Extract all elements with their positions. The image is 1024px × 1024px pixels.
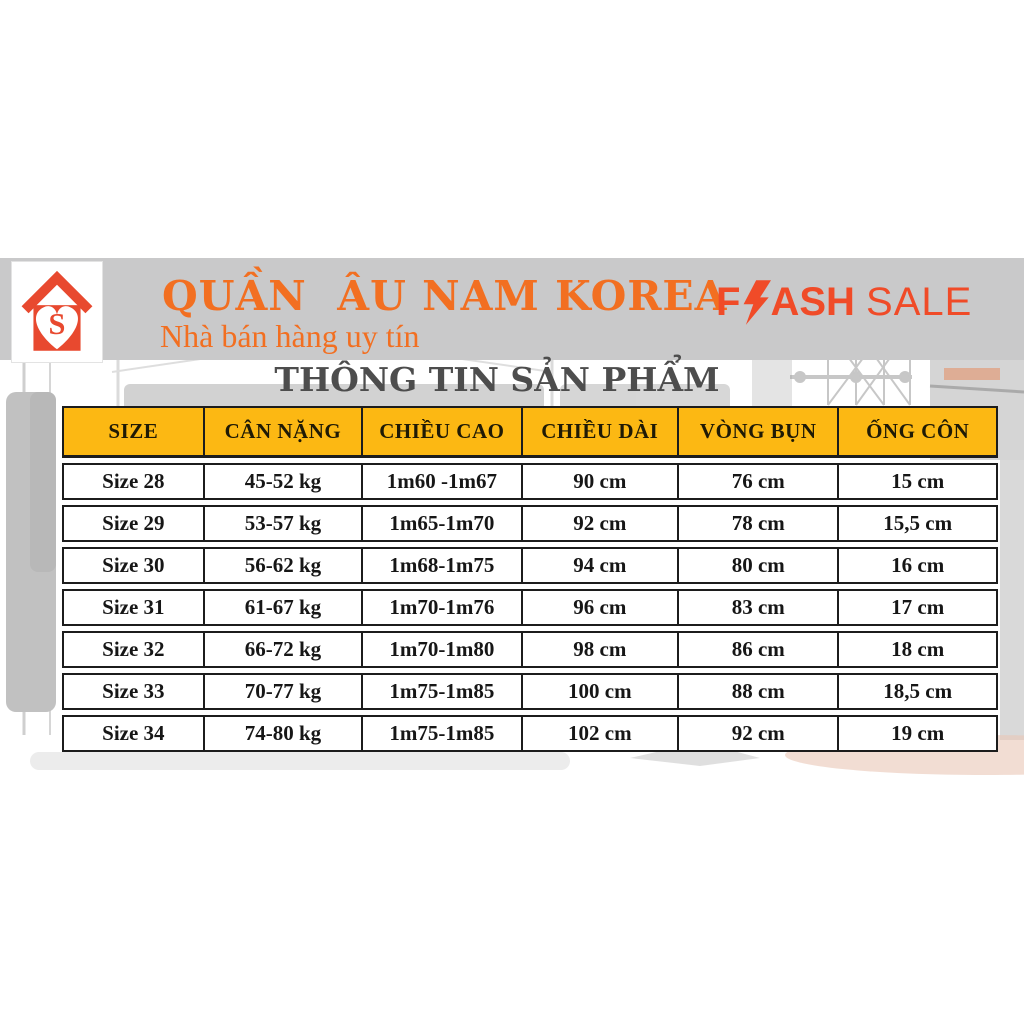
column-header: CÂN NẶNG [205,408,364,455]
left-clothes-rack [6,362,56,735]
table-cell: 61-67 kg [205,591,364,624]
table-row: Size 34 74-80 kg 1m75-1m85 102 cm 92 cm 19 cm [62,715,998,752]
table-cell: 74-80 kg [205,717,364,750]
table-cell: 80 cm [679,549,840,582]
table-cell: 17 cm [891,595,945,619]
column-header: CHIỀU DÀI [523,408,680,455]
flash-word-sale: SALE [866,280,973,324]
table-row: Size 33 70-77 kg 1m75-1m85 100 cm 88 cm 18,5 … [62,673,998,710]
table-cell: Size 32 [64,633,205,666]
shop-logo: S [12,262,102,362]
flash-letter-f: F [716,280,741,324]
section-title: THÔNG TIN SẢN PHẨM [274,360,720,399]
flash-letters-ash: ASH [770,280,855,324]
table-cell: 78 cm [679,507,840,540]
table-cell: 15,5 cm [883,511,953,535]
table-cell: 100 cm [523,675,680,708]
table-cell: 18 cm [891,637,945,661]
table-cell: 53-57 kg [205,507,364,540]
table-row: Size 29 53-57 kg 1m65-1m70 92 cm 78 cm 15,5 c… [62,505,998,542]
shop-tagline: Nhà bán hàng uy tín [160,318,420,354]
table-cell: 94 cm [523,549,680,582]
table-cell: 16 cm [891,553,945,577]
product-title: QUẦN ÂU NAM KOREA [162,272,728,320]
table-cell: 86 cm [679,633,840,666]
table-cell: 88 cm [679,675,840,708]
house-heart-icon: S [21,270,93,351]
column-header: SIZE [64,408,205,455]
table-cell: Size 29 [64,507,205,540]
table-cell: 92 cm [679,717,840,750]
table-cell: 76 cm [679,465,840,498]
header-band [0,258,1024,360]
table-cell: 102 cm [523,717,680,750]
table-cell: Size 34 [64,717,205,750]
table-row: Size 31 61-67 kg 1m70-1m76 96 cm 83 cm 17 cm [62,589,998,626]
table-cell: 92 cm [523,507,680,540]
table-cell: 1m68-1m75 [363,549,523,582]
table-cell: 19 cm [891,721,945,745]
lightning-bolt-icon [744,280,772,325]
table-cell: 18,5 cm [883,679,953,703]
flash-sale-badge: F ASH SALE [716,280,973,327]
table-header-row: SIZE CÂN NẶNG CHIỀU CAO CHIỀU DÀI VÒNG BỤN ỐN… [62,406,998,458]
table-cell: 70-77 kg [205,675,364,708]
table-cell: 15 cm [891,469,945,493]
table-cell: 83 cm [679,591,840,624]
table-cell: 1m65-1m70 [363,507,523,540]
column-header: CHIỀU CAO [363,408,523,455]
table-cell: Size 31 [64,591,205,624]
column-header: VÒNG BỤN [679,408,840,455]
table-row: Size 28 45-52 kg 1m60 -1m67 90 cm 76 cm 15 cm [62,463,998,500]
table-cell: Size 33 [64,675,205,708]
table-cell: Size 30 [64,549,205,582]
table-cell: 56-62 kg [205,549,364,582]
table-cell: 1m75-1m85 [363,717,523,750]
table-cell: 1m70-1m76 [363,591,523,624]
table-cell: 98 cm [523,633,680,666]
table-cell: 1m60 -1m67 [363,465,523,498]
table-cell: 66-72 kg [205,633,364,666]
table-cell: 96 cm [523,591,680,624]
table-cell: Size 28 [64,465,205,498]
table-cell: 1m70-1m80 [363,633,523,666]
table-row: Size 30 56-62 kg 1m68-1m75 94 cm 80 cm 16 cm [62,547,998,584]
size-table: SIZE CÂN NẶNG CHIỀU CAO CHIỀU DÀI VÒNG BỤN ỐN… [62,406,998,752]
table-body: Size 28 45-52 kg 1m60 -1m67 90 cm 76 cm 15 cm… [62,463,998,752]
column-header: ỐNG CÔN [866,419,970,443]
table-cell: 90 cm [523,465,680,498]
logo-letter: S [49,307,66,341]
table-cell: 1m75-1m85 [363,675,523,708]
table-row: Size 32 66-72 kg 1m70-1m80 98 cm 86 cm 18 cm [62,631,998,668]
table-cell: 45-52 kg [205,465,364,498]
